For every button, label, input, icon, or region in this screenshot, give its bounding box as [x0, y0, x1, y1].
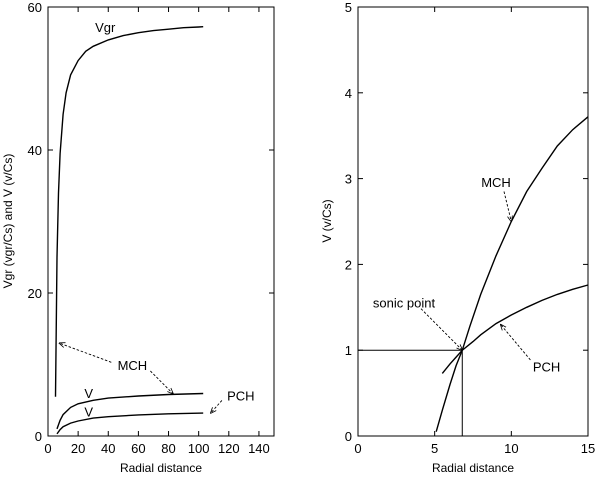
- right-y-tick-label: 0: [345, 429, 352, 444]
- left-y-tick-label: 0: [35, 429, 42, 444]
- right-annotation-arrow: [420, 308, 462, 351]
- right-y-tick-label: 3: [345, 172, 352, 187]
- left-y-tick-label: 40: [28, 143, 42, 158]
- left-series-v-line: [56, 392, 204, 430]
- right-x-tick-label: 15: [581, 441, 595, 456]
- right-y-tick-label: 4: [345, 86, 352, 101]
- right-annotation-label: sonic point: [373, 295, 436, 310]
- right-chart-panel: 0 5 10 15 0 1 2 3 4 5 MCH PCH sonic point Radial di…: [320, 0, 595, 475]
- right-y-tick-label: 2: [345, 257, 352, 272]
- right-y-tick-label: 1: [345, 343, 352, 358]
- left-x-tick-label: 40: [101, 441, 115, 456]
- right-axis-ticks: 0 5 10 15 0 1 2 3 4 5: [345, 0, 595, 456]
- right-x-tick-label: 0: [354, 441, 361, 456]
- left-annotation-arrow: [59, 343, 112, 363]
- right-x-tick-label: 5: [431, 441, 438, 456]
- right-plot-frame: [357, 6, 589, 437]
- left-x-tick-label: 120: [218, 441, 240, 456]
- left-series-v-line: [56, 412, 204, 435]
- left-annotation-label: PCH: [227, 388, 254, 403]
- left-annotation-arrow: [150, 370, 173, 394]
- left-x-axis-title: Radial distance: [120, 461, 202, 475]
- left-annotation-label: Vgr: [95, 20, 116, 35]
- left-y-tick-label: 20: [28, 286, 42, 301]
- right-series-layer: [435, 116, 589, 432]
- right-series-mch-line: [435, 116, 589, 432]
- left-y-axis-title: Vgr (vgr/Cs) and V (v/Cs): [1, 154, 15, 289]
- right-y-axis-title: V (v/Cs): [320, 199, 334, 242]
- left-x-tick-label: 80: [161, 441, 175, 456]
- left-annotation-arrow: [211, 400, 223, 413]
- left-plot-frame: [47, 6, 275, 437]
- right-y-tick-label: 5: [345, 0, 352, 15]
- left-y-tick-label: 60: [28, 0, 42, 15]
- left-x-tick-label: 0: [44, 441, 51, 456]
- left-series-vgr-line: [54, 26, 204, 397]
- left-annotation-label: V: [84, 386, 93, 401]
- right-series-pch-line: [441, 284, 589, 374]
- left-x-tick-label: 60: [131, 441, 145, 456]
- left-x-tick-label: 100: [188, 441, 210, 456]
- right-annotation-label: MCH: [481, 175, 511, 190]
- left-annotation-label: MCH: [118, 358, 148, 373]
- right-x-axis-title: Radial distance: [432, 461, 514, 475]
- right-x-tick-label: 10: [504, 441, 518, 456]
- left-x-tick-label: 140: [248, 441, 270, 456]
- left-chart-panel: 0 20 40 60 80 100 120 140 0 20 40 60 Vgr MCH PCH VV Ra…: [1, 0, 275, 475]
- left-annotation-label: V: [84, 405, 93, 420]
- left-annotation-layer: Vgr MCH PCH VV: [59, 20, 255, 420]
- right-annotation-layer: MCH PCH sonic point: [373, 175, 560, 374]
- right-annotation-label: PCH: [533, 360, 560, 375]
- sonic-point-reference-lines: [358, 349, 463, 436]
- right-annotation-arrow: [501, 325, 531, 361]
- left-axis-ticks: 0 20 40 60 80 100 120 140 0 20 40 60: [28, 0, 274, 456]
- right-annotation-arrow: [503, 191, 511, 222]
- left-x-tick-label: 20: [71, 441, 85, 456]
- left-series-layer: [54, 26, 204, 435]
